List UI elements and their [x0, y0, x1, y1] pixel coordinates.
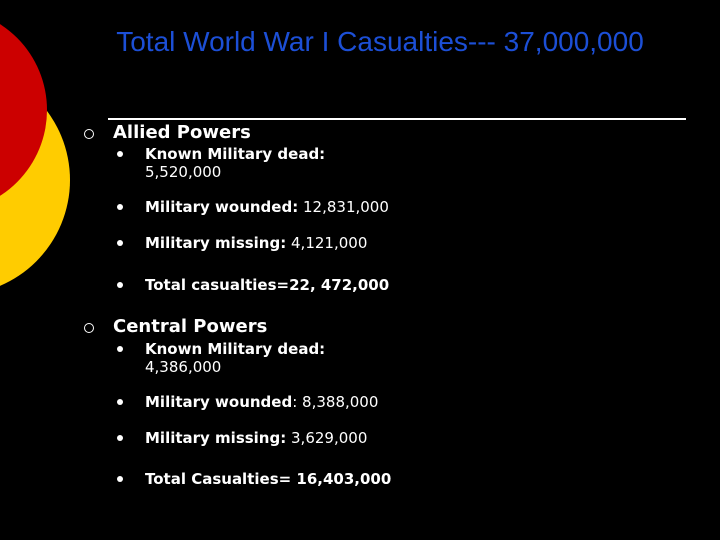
dot-bullet-icon — [117, 435, 123, 441]
item-value: 5,520,000 — [145, 163, 222, 181]
ring-bullet-icon — [84, 129, 94, 139]
item-label: Known Military dead: — [145, 340, 326, 358]
item-value: 4,121,000 — [291, 234, 368, 252]
item-label: Total casualties=22, 472,000 — [145, 276, 390, 294]
item-label: Known Military dead: — [145, 145, 326, 163]
section-heading-label: Allied Powers — [113, 122, 251, 143]
dot-bullet-icon — [117, 204, 123, 210]
item-label: Military wounded: — [145, 198, 299, 216]
item-label: Total Casualties= 16,403,000 — [145, 470, 392, 488]
item-label: Military missing: — [145, 429, 287, 447]
dot-bullet-icon — [117, 399, 123, 405]
section-heading-label: Central Powers — [113, 316, 268, 337]
item-value: 4,386,000 — [145, 358, 222, 376]
title-divider — [108, 118, 686, 120]
dot-bullet-icon — [117, 476, 123, 482]
dot-bullet-icon — [117, 151, 123, 157]
dot-bullet-icon — [117, 346, 123, 352]
red-circle — [0, 24, 47, 196]
dot-bullet-icon — [117, 282, 123, 288]
item-value: : 8,388,000 — [292, 393, 379, 411]
dot-bullet-icon — [117, 240, 123, 246]
ring-bullet-icon — [84, 323, 94, 333]
item-label: Military wounded — [145, 393, 293, 411]
item-value: 3,629,000 — [291, 429, 368, 447]
item-label: Military missing: — [145, 234, 287, 252]
item-value: 12,831,000 — [303, 198, 389, 216]
slide-title: Total World War I Casualties--- 37,000,0… — [116, 26, 644, 57]
